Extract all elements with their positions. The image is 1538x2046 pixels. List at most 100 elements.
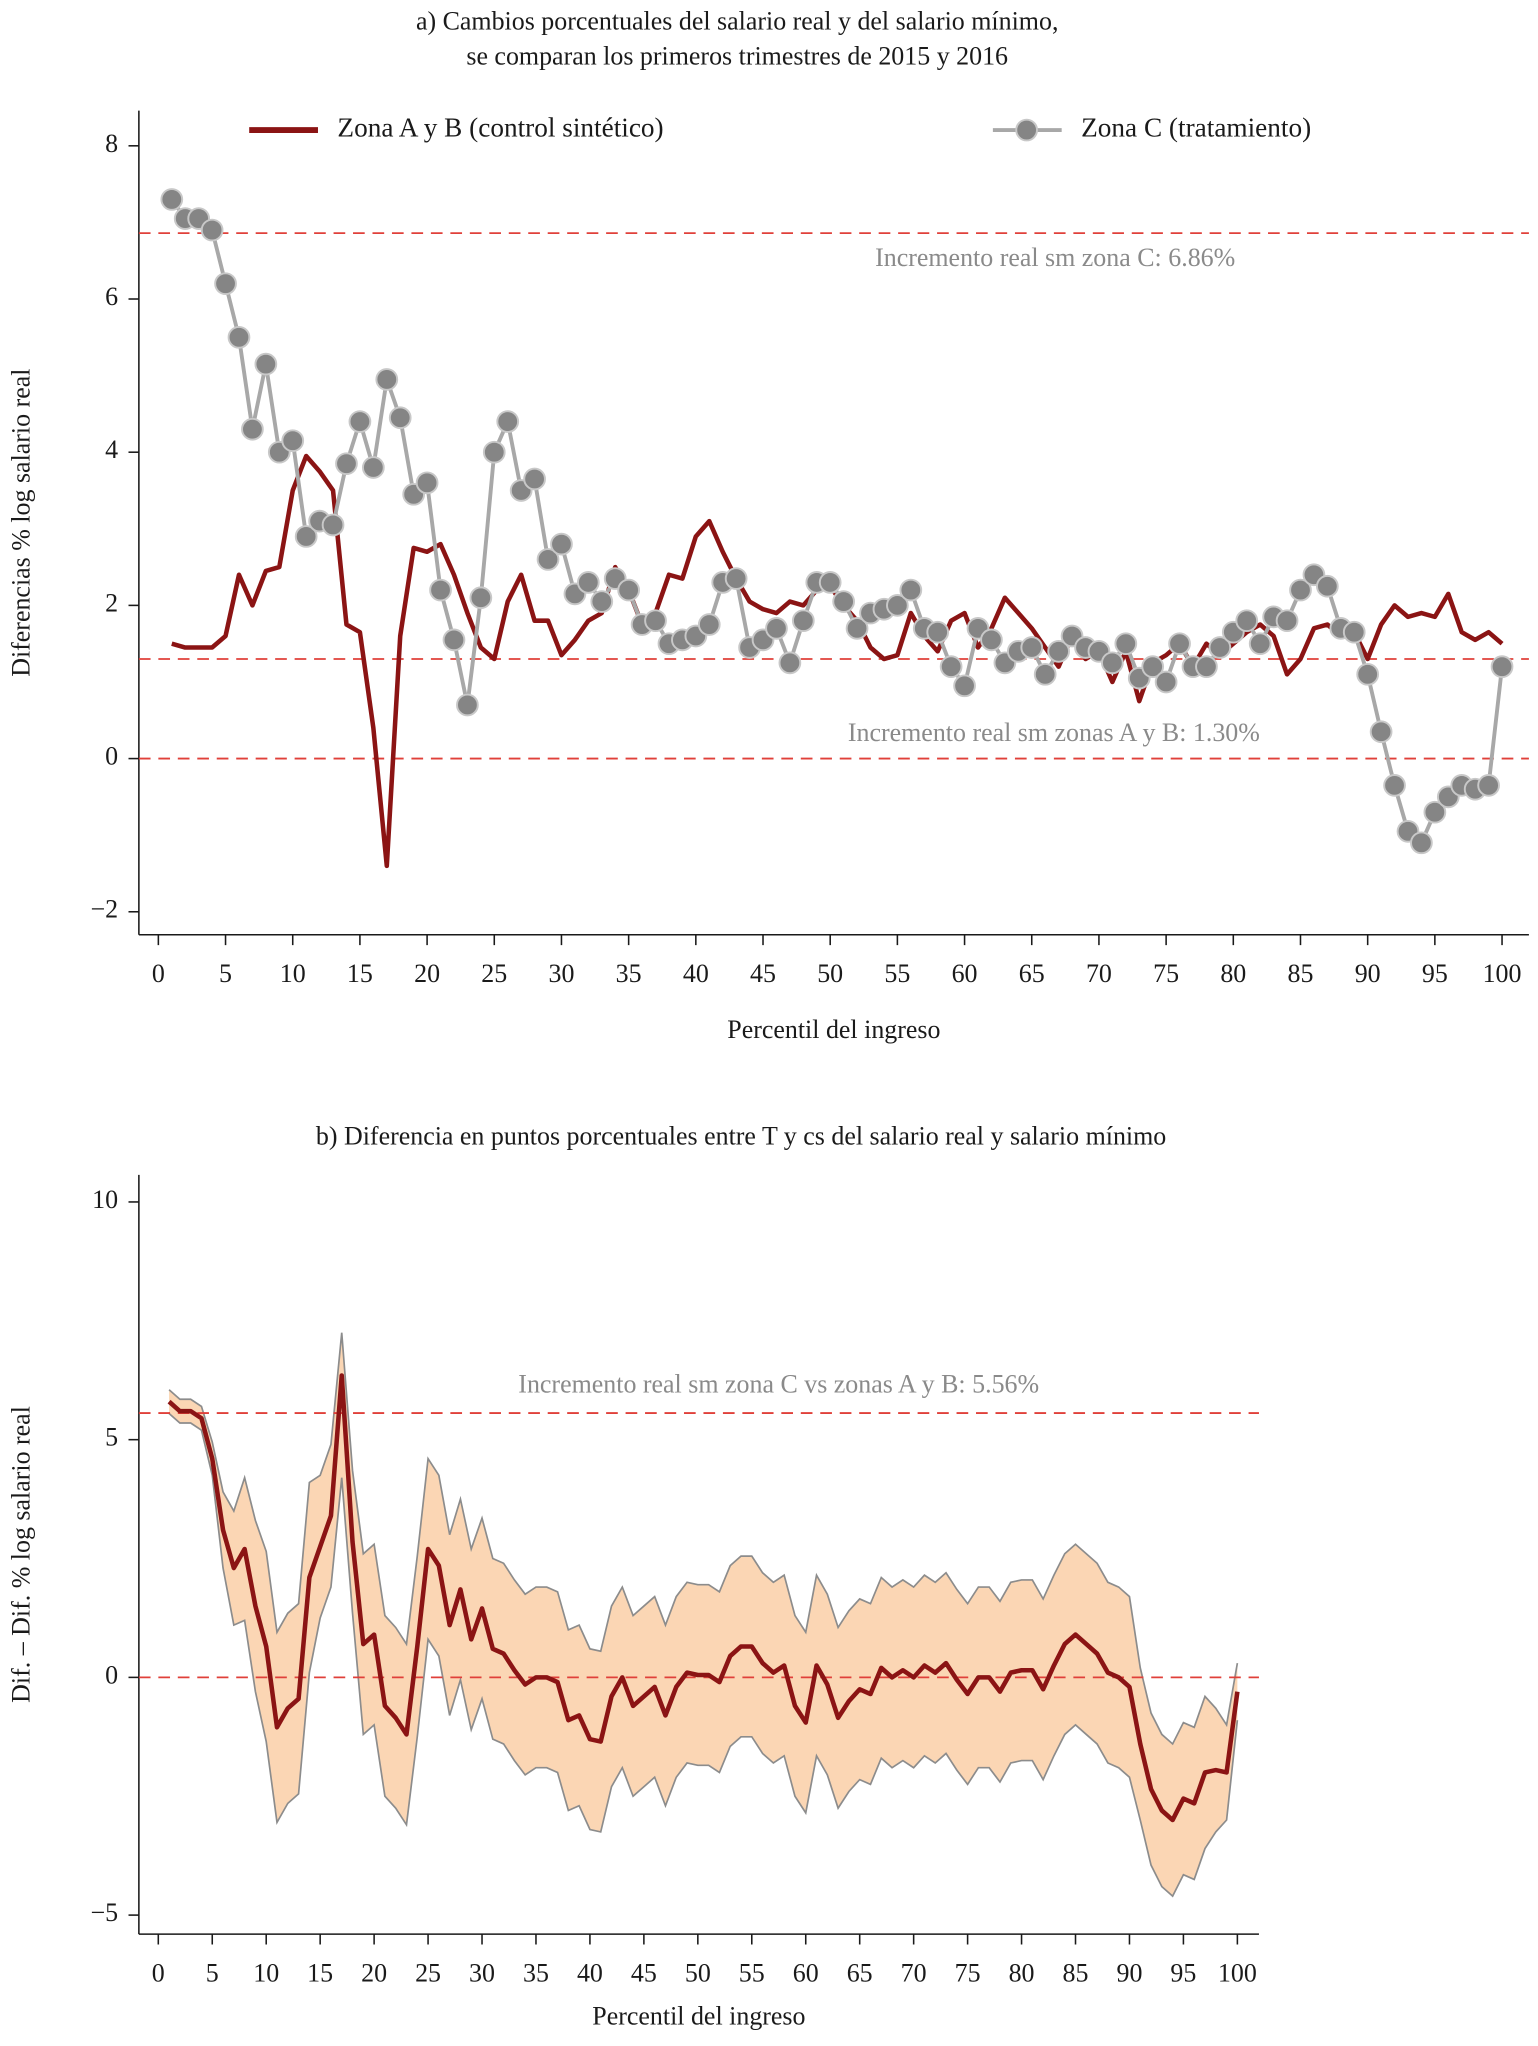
x-tick-label: 0: [152, 1959, 165, 1988]
series-marker: [1101, 651, 1124, 675]
series-marker: [321, 513, 345, 537]
series-marker: [1235, 609, 1259, 633]
series-marker: [254, 352, 278, 376]
series-marker: [832, 590, 855, 613]
x-tick-label: 35: [616, 959, 642, 988]
series-marker: [1423, 800, 1447, 824]
x-tick-label: 45: [631, 1959, 657, 1988]
annotation: Incremento real sm zona C: 6.86%: [875, 243, 1235, 272]
x-tick-label: 70: [901, 1959, 927, 1988]
series-marker: [388, 406, 412, 430]
series-marker: [1477, 774, 1500, 797]
y-tick-label: −2: [90, 895, 118, 924]
series-marker: [1154, 670, 1178, 694]
series-marker: [1490, 655, 1514, 679]
y-tick-label: 2: [105, 588, 118, 617]
band-lower-edge: [168, 1412, 1239, 1898]
x-tick-label: 25: [415, 1959, 441, 1988]
series-marker: [1410, 831, 1433, 855]
series-marker: [724, 567, 748, 590]
legend-label: Zona A y B (control sintético): [337, 112, 663, 142]
series-marker: [1141, 655, 1165, 679]
x-tick-label: 75: [1153, 959, 1179, 988]
x-tick-label: 30: [469, 1959, 495, 1988]
y-tick-label: 5: [105, 1423, 118, 1452]
x-tick-label: 40: [683, 959, 709, 988]
series-marker: [469, 586, 493, 610]
series-marker: [953, 674, 976, 698]
series-marker: [1316, 574, 1339, 598]
series-marker: [845, 617, 869, 640]
series-line: [171, 453, 1504, 869]
x-tick-label: 100: [1218, 1959, 1257, 1988]
series-marker: [415, 471, 439, 495]
series-marker: [375, 368, 399, 391]
series-marker: [536, 548, 560, 571]
series-marker: [335, 452, 358, 476]
x-tick-label: 95: [1170, 1959, 1196, 1988]
series-marker: [926, 620, 950, 644]
series-marker: [160, 188, 184, 211]
x-tick-label: 60: [952, 959, 978, 988]
x-tick-label: 85: [1063, 1959, 1089, 1988]
x-tick-label: 55: [884, 959, 910, 988]
series-marker: [1356, 662, 1380, 686]
series-marker: [1208, 636, 1232, 659]
series-marker: [644, 609, 667, 633]
y-tick-label: 4: [105, 435, 118, 464]
x-tick-label: 70: [1086, 959, 1112, 988]
series-marker: [523, 467, 546, 491]
x-tick-label: 90: [1116, 1959, 1142, 1988]
chart-title: b) Diferencia en puntos porcentuales ent…: [316, 1121, 1166, 1150]
y-tick-label: 0: [105, 742, 118, 771]
x-axis-label: Percentil del ingreso: [727, 1015, 940, 1044]
series-marker: [1369, 720, 1393, 744]
x-tick-label: 35: [523, 1959, 549, 1988]
x-tick-label: 10: [253, 1959, 279, 1988]
series-marker: [1248, 632, 1272, 656]
series-marker: [456, 693, 479, 717]
series-marker: [1033, 662, 1057, 686]
y-axis-label: Diferencias % log salario real: [6, 369, 35, 677]
x-tick-label: 85: [1288, 959, 1314, 988]
x-tick-label: 15: [347, 959, 373, 988]
series-marker: [348, 410, 372, 433]
x-tick-label: 40: [577, 1959, 603, 1988]
x-tick-label: 65: [847, 1959, 873, 1988]
x-tick-label: 50: [685, 1959, 711, 1988]
band-upper-edge: [168, 1332, 1239, 1746]
series-marker: [1047, 639, 1070, 663]
chart-title: a) Cambios porcentuales del salario real…: [416, 7, 1058, 36]
series-marker: [899, 578, 923, 602]
confidence-band: [169, 1332, 1238, 1897]
series-marker: [214, 272, 237, 296]
legend-label: Zona C (tratamiento): [1081, 112, 1311, 142]
x-tick-label: 30: [548, 959, 574, 988]
y-tick-label: 6: [105, 282, 118, 311]
series-marker: [1383, 774, 1406, 797]
series-marker: [281, 429, 305, 453]
x-tick-label: 75: [955, 1959, 981, 1988]
series-marker: [550, 532, 573, 556]
series-marker: [1020, 636, 1044, 659]
series-line: [170, 198, 1504, 845]
series-marker: [576, 571, 600, 594]
series-marker: [980, 628, 1003, 652]
series-marker: [1342, 620, 1366, 644]
series-marker: [1195, 655, 1218, 679]
series-line: [167, 1373, 1240, 1823]
x-tick-label: 50: [817, 959, 843, 988]
x-tick-label: 80: [1220, 959, 1246, 988]
y-tick-label: 10: [92, 1185, 118, 1214]
series-marker: [778, 651, 802, 675]
x-tick-label: 0: [152, 959, 165, 988]
x-tick-label: 100: [1483, 959, 1522, 988]
y-axis-label: Dif. – Dif. % log salario real: [6, 1406, 35, 1703]
series-marker: [482, 440, 506, 464]
series-marker: [791, 609, 815, 633]
x-tick-label: 5: [219, 959, 232, 988]
series-marker: [617, 578, 641, 602]
x-tick-label: 95: [1422, 959, 1448, 988]
